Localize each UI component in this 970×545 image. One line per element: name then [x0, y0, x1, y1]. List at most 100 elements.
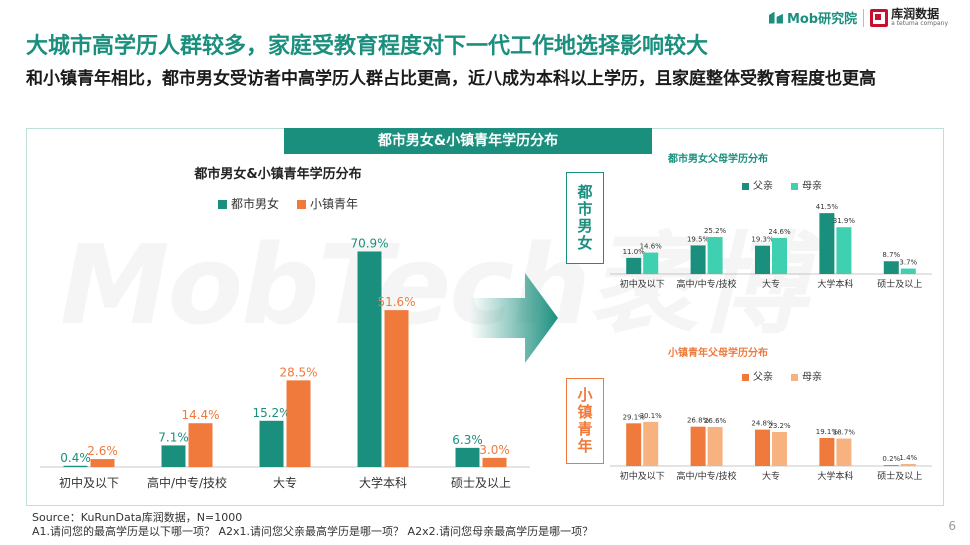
- data-label: 14.4%: [181, 408, 219, 422]
- bar: [707, 237, 723, 274]
- data-label: 3.0%: [479, 443, 510, 457]
- category-label: 大专: [762, 470, 780, 482]
- category-label: 硕士及以上: [451, 476, 511, 490]
- category-label: 硕士及以上: [877, 470, 922, 482]
- page-title: 大城市高学历人群较多，家庭受教育程度对下一代工作地选择影响较大: [26, 34, 709, 59]
- bar: [836, 227, 852, 274]
- bar: [690, 245, 706, 274]
- data-label: 19.5%: [687, 235, 710, 243]
- data-label: 0.2%: [882, 455, 900, 463]
- bar: [455, 447, 480, 467]
- data-label: 25.2%: [704, 227, 727, 235]
- data-label: 15.2%: [252, 406, 290, 420]
- bar: [900, 463, 916, 466]
- category-label: 初中及以下: [59, 475, 119, 490]
- kurun-logo-text: 库润数据: [891, 7, 940, 21]
- category-label: 大学本科: [817, 470, 853, 482]
- data-label: 70.9%: [350, 236, 388, 250]
- category-label: 大学本科: [817, 278, 853, 290]
- legend-swatch: [791, 183, 798, 190]
- page-subtitle: 和小镇青年相比，都市男女受访者中高学历人群占比更高，近八成为本科以上学历，且家庭…: [26, 69, 876, 89]
- bar: [259, 420, 284, 467]
- side-label-urban: 都市男女: [566, 172, 604, 264]
- bar: [883, 465, 899, 466]
- brand-logos: Mob研究院 库润数据 a tetuma company: [768, 8, 948, 27]
- bar: [90, 459, 115, 467]
- bar: [772, 431, 787, 466]
- bar: [755, 245, 770, 274]
- bar: [772, 237, 787, 274]
- data-label: 0.4%: [60, 451, 91, 465]
- data-label: 3.7%: [899, 259, 917, 267]
- bar: [643, 252, 659, 274]
- legend-label: 小镇青年: [310, 197, 358, 211]
- legend-label: 都市男女: [231, 196, 279, 211]
- category-label: 硕士及以上: [877, 278, 922, 290]
- data-label: 51.6%: [377, 295, 415, 309]
- bar: [819, 213, 835, 274]
- brand-divider: [863, 8, 865, 27]
- data-label: 31.9%: [833, 217, 856, 225]
- data-label: 6.3%: [452, 433, 483, 447]
- legend-label: 母亲: [802, 370, 822, 383]
- bar: [357, 251, 382, 467]
- bar: [286, 380, 311, 467]
- data-label: 28.5%: [279, 365, 317, 379]
- legend-swatch: [742, 374, 749, 381]
- data-label: 7.1%: [158, 430, 189, 444]
- legend-label: 父亲: [753, 179, 773, 192]
- category-label: 大专: [762, 278, 780, 290]
- legend-swatch: [297, 200, 306, 209]
- data-label: 41.5%: [816, 203, 839, 211]
- bar: [188, 423, 213, 467]
- source-note: Source：KuRunData库润数据，N=1000: [32, 511, 243, 524]
- data-label: 29.1%: [623, 413, 646, 421]
- bar: [63, 465, 88, 467]
- bar: [900, 268, 916, 274]
- question-note: A1.请问您的最高学历是以下哪一项？ A2x1.请问您父亲最高学历是哪一项？ A…: [32, 525, 594, 538]
- data-label: 24.6%: [768, 228, 791, 236]
- legend-label: 父亲: [753, 370, 773, 383]
- legend-swatch: [791, 374, 798, 381]
- category-label: 大专: [273, 475, 297, 490]
- category-label: 高中/中专/技校: [677, 278, 737, 290]
- chart-title: 都市男女父母学历分布: [667, 152, 768, 165]
- mob-logo-text: Mob研究院: [786, 12, 858, 27]
- category-label: 初中及以下: [620, 278, 665, 290]
- bar: [161, 445, 186, 467]
- bar: [883, 261, 899, 274]
- category-label: 初中及以下: [620, 470, 665, 482]
- bar: [626, 423, 642, 466]
- data-label: 8.7%: [882, 251, 900, 259]
- category-label: 大学本科: [359, 475, 407, 490]
- bar: [626, 257, 642, 274]
- category-label: 高中/中专/技校: [677, 470, 737, 482]
- mob-logo: Mob研究院: [768, 8, 858, 27]
- bar: [482, 457, 507, 467]
- side-label-town: 小镇青年: [566, 378, 604, 464]
- page-number: 6: [948, 519, 956, 533]
- data-label: 26.6%: [704, 417, 727, 425]
- kurun-logo-icon: [870, 8, 889, 27]
- bar: [836, 438, 852, 466]
- legend-swatch: [218, 200, 227, 209]
- data-label: 11.0%: [623, 248, 646, 256]
- data-label: 30.1%: [640, 412, 663, 420]
- chart-title: 小镇青年父母学历分布: [667, 346, 768, 359]
- data-label: 24.8%: [751, 420, 774, 428]
- bar: [384, 310, 409, 467]
- data-label: 1.4%: [899, 454, 917, 462]
- legend-swatch: [742, 183, 749, 190]
- kurun-logo-subtext: a tetuma company: [891, 20, 948, 27]
- footer: Source：KuRunData库润数据，N=1000 A1.请问您的最高学历是…: [32, 511, 593, 539]
- arrow-icon: [470, 273, 558, 363]
- data-label: 26.8%: [687, 417, 710, 425]
- section-banner: 都市男女&小镇青年学历分布: [284, 128, 652, 154]
- data-label: 14.6%: [640, 243, 663, 251]
- bar: [755, 429, 770, 466]
- kurun-logo: 库润数据 a tetuma company: [870, 8, 948, 27]
- data-label: 19.1%: [816, 428, 839, 436]
